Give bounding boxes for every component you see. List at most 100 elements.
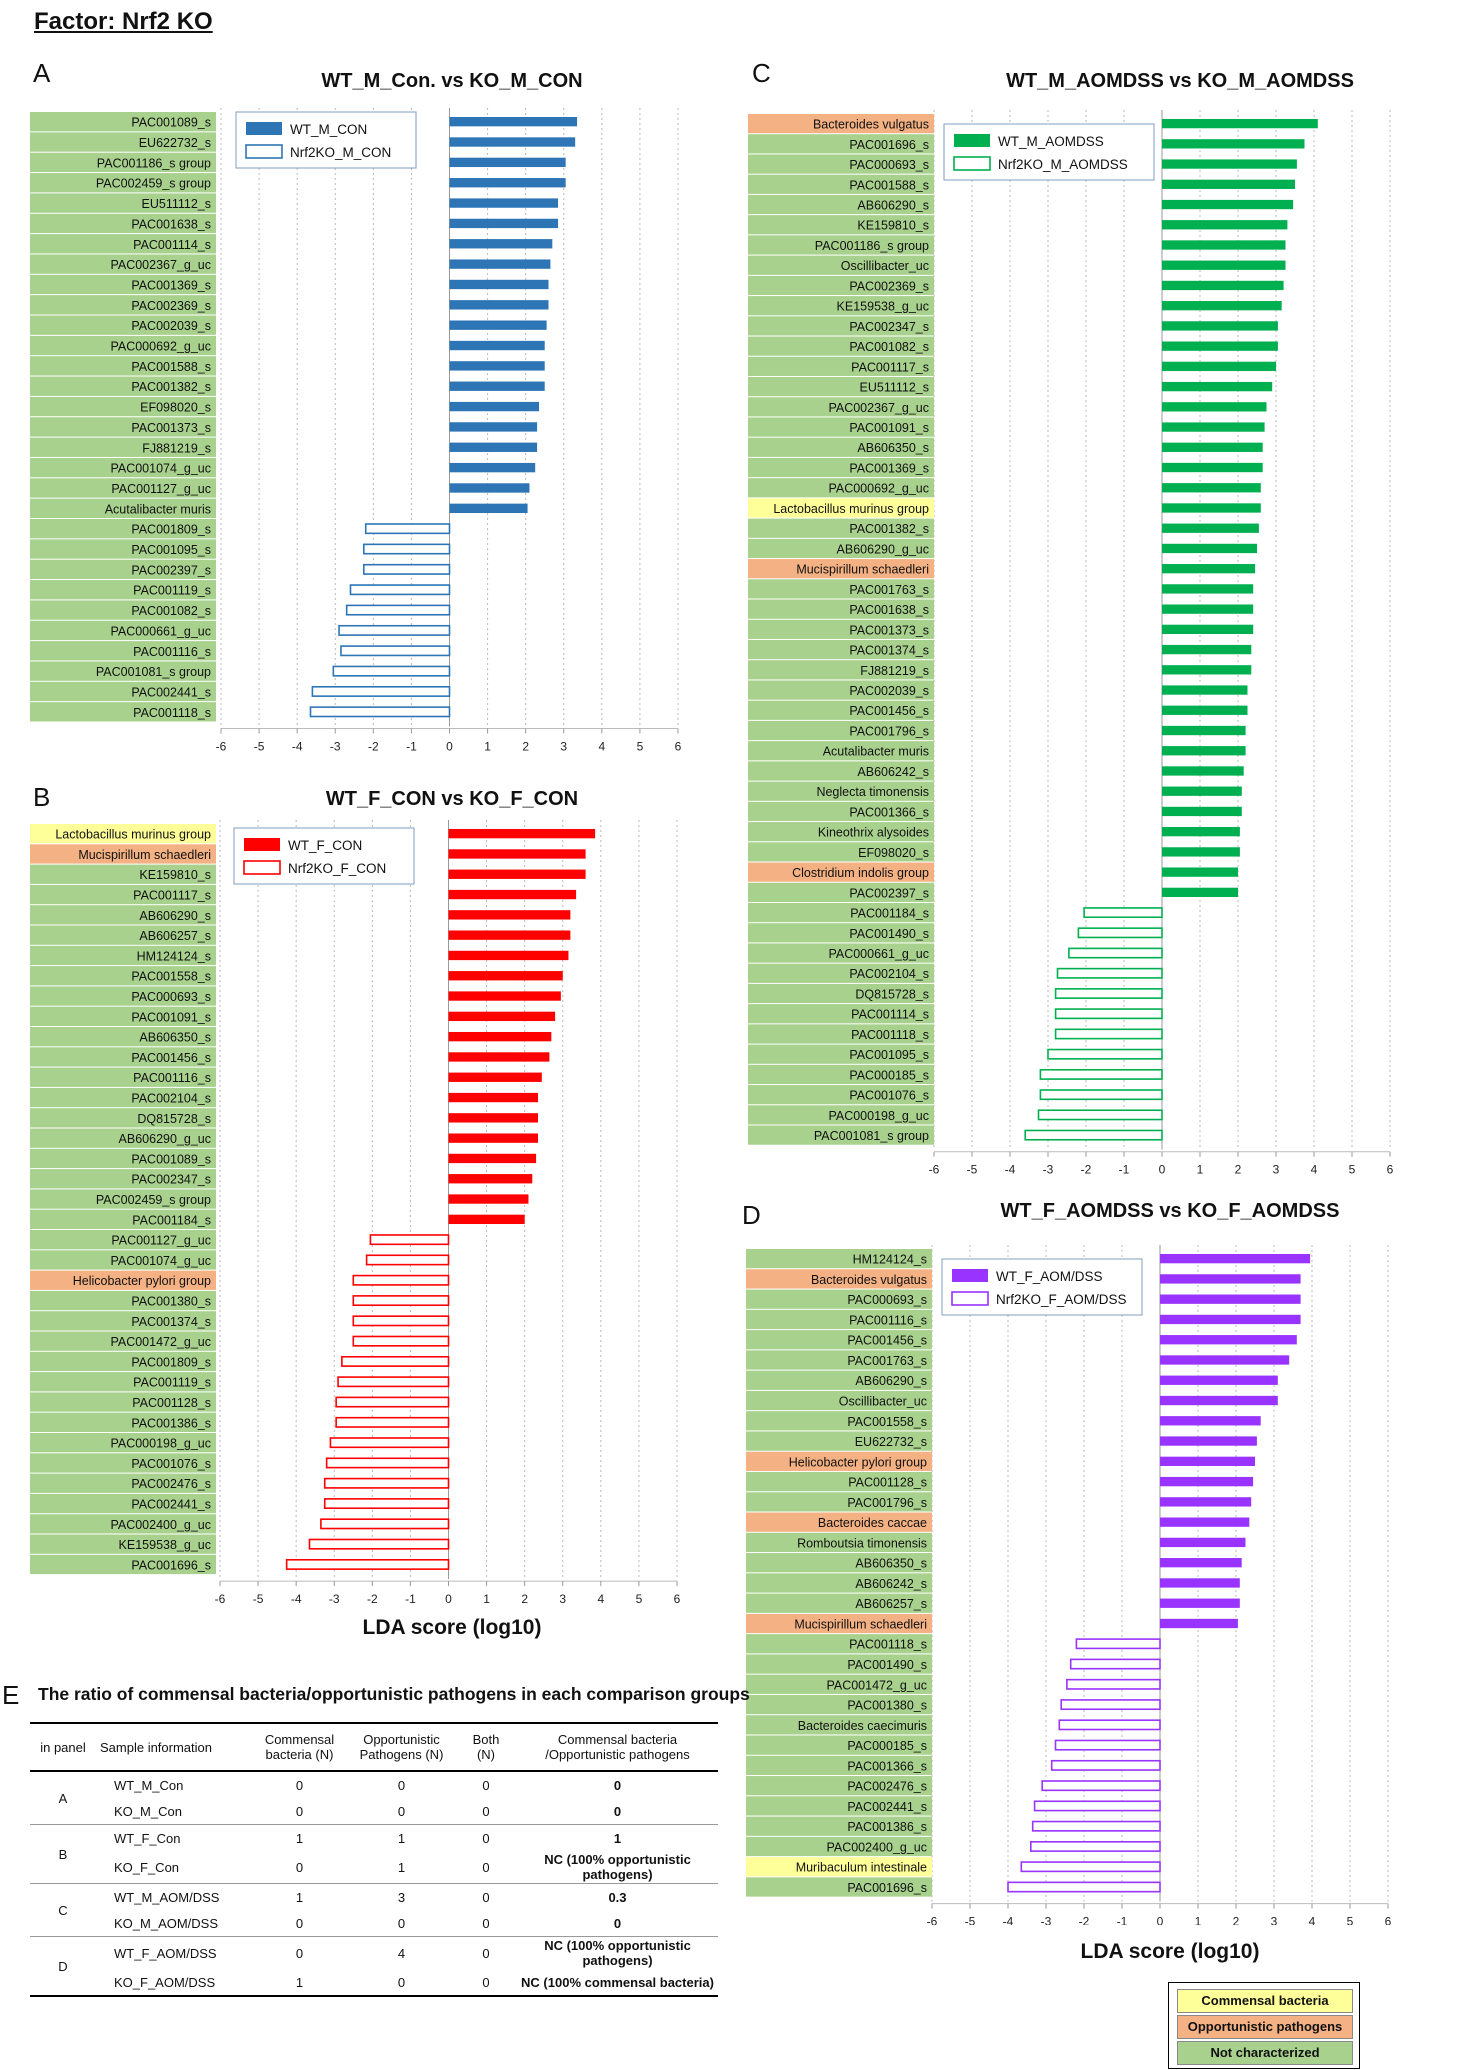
row-opportunistic: 3 (397, 1889, 406, 1905)
category-label-bg (30, 376, 216, 396)
x-tick-label: 4 (598, 740, 605, 754)
row-commensal: 0 (295, 1777, 304, 1793)
x-tick-label: -6 (927, 1915, 938, 1925)
category-label-bg (30, 1270, 216, 1290)
category-label: PAC002397_s (131, 563, 211, 577)
category-label: PAC000185_s (849, 1068, 929, 1082)
legend-swatch-ko (953, 156, 991, 171)
category-label: DQ815728_s (137, 1112, 211, 1126)
bar-wt (1160, 1558, 1242, 1568)
category-label: PAC001081_s group (814, 1129, 929, 1143)
table-header-row: in panel Sample information Commensal bac… (30, 1722, 718, 1772)
category-label-bg (748, 235, 934, 255)
bar-wt (1162, 665, 1252, 675)
bar-ko (1054, 1739, 1161, 1751)
bar-wt (448, 828, 596, 839)
bar-wt (449, 178, 566, 188)
category-label: PAC001374_s (131, 1315, 211, 1329)
category-label-bg (746, 1269, 932, 1289)
bar-wt (448, 991, 561, 1001)
row-sample: WT_M_AOM/DSS (114, 1889, 220, 1905)
category-label: PAC001588_s (849, 178, 929, 192)
category-label-bg (30, 925, 216, 945)
bar-ko (364, 523, 451, 535)
category-label-bg (30, 274, 216, 295)
bar-wt (1162, 746, 1246, 756)
bar-wt (1160, 1497, 1252, 1507)
category-label: PAC002104_s (131, 1092, 211, 1106)
row-commensal: 1 (295, 1889, 304, 1905)
header-panel: in panel (30, 1722, 96, 1772)
legend-label-wt: WT_M_CON (290, 122, 367, 137)
bar-wt (1162, 543, 1257, 554)
category-label-bg (746, 1836, 932, 1857)
category-label: PAC001696_s (131, 1558, 211, 1572)
category-label-bg (746, 1634, 932, 1654)
bar-wt (448, 1174, 533, 1184)
category-label: Mucispirillum schaedleri (794, 1617, 927, 1631)
key-commensal: Commensal bacteria (1177, 1989, 1353, 2013)
panel-b-xlabel: LDA score (log10) (362, 1616, 542, 1639)
category-label-bg (748, 316, 934, 336)
category-label: PAC001369_s (131, 278, 211, 292)
bar-wt (1162, 584, 1254, 594)
row-sample: KO_M_Con (96, 1798, 251, 1825)
category-label-bg (30, 1453, 216, 1473)
category-label: Romboutsia timonensis (797, 1536, 927, 1550)
category-label: HM124124_s (137, 949, 211, 963)
category-label: PAC001796_s (849, 724, 929, 738)
x-tick-label: -1 (1117, 1915, 1128, 1925)
bar-wt (1160, 1537, 1246, 1548)
legend-label-ko: Nrf2KO_M_AOMDSS (998, 157, 1128, 172)
category-label: KE159538_g_uc (119, 1538, 211, 1552)
bar-ko (352, 1295, 450, 1307)
category-label: PAC001558_s (847, 1415, 927, 1429)
category-label: PAC001128_s (132, 1396, 211, 1410)
row-both: 0 (455, 1798, 517, 1825)
category-label-bg (748, 134, 934, 154)
x-tick-label: 0 (1159, 1163, 1166, 1177)
category-label-bg (748, 356, 934, 376)
category-label-bg (30, 295, 216, 315)
category-label: PAC001089_s (131, 116, 211, 130)
row-panel: C (30, 1883, 96, 1937)
category-label: PAC001117_s (133, 889, 211, 903)
x-tick-label: 2 (1233, 1915, 1240, 1925)
x-tick-label: -4 (1003, 1915, 1014, 1925)
bar-wt (1162, 827, 1240, 837)
category-label-bg (746, 1512, 932, 1532)
row-panel: B (30, 1824, 96, 1884)
category-label-bg (30, 824, 216, 844)
category-label: PAC001186_s group (815, 239, 929, 253)
category-label-bg (30, 1128, 216, 1148)
bar-wt (1160, 1375, 1278, 1385)
bar-wt (1162, 462, 1263, 473)
header-opportunistic: Opportunistic Pathogens (N) (348, 1722, 455, 1772)
category-label: PAC001076_s (849, 1089, 929, 1103)
legend-label-ko: Nrf2KO_M_CON (290, 145, 391, 160)
category-label-bg (30, 1290, 216, 1311)
category-label-bg (748, 255, 934, 275)
bar-wt (1160, 1314, 1301, 1325)
category-label: PAC001082_s (849, 340, 929, 354)
x-tick-label: 2 (522, 740, 529, 754)
panel-b-chart: -6 -5 -4 -3 -2 -1 0 1 2 3 4 5 6 Lactobacillus murinus… (30, 820, 681, 1606)
category-label-bg (746, 1532, 932, 1553)
category-label-bg (30, 234, 216, 254)
x-tick-label: 4 (1311, 1163, 1318, 1177)
category-label: PAC001119_s (133, 584, 211, 598)
category-label: PAC001116_s (849, 1313, 927, 1327)
category-label-bg (30, 152, 216, 173)
category-label: PAC001074_g_uc (110, 462, 211, 476)
category-label-bg (748, 599, 934, 619)
category-label-bg (746, 1573, 932, 1593)
category-label: PAC001186_s group (97, 156, 211, 170)
category-label: PAC000198_g_uc (110, 1437, 211, 1451)
category-label: Kineothrix alysoides (818, 826, 929, 840)
x-tick-label: 0 (445, 1592, 452, 1606)
bar-wt (1162, 220, 1288, 230)
category-label-bg (748, 397, 934, 417)
bar-wt (448, 1092, 538, 1103)
category-label: PAC001076_s (131, 1457, 211, 1471)
bar-wt (1160, 1274, 1301, 1284)
